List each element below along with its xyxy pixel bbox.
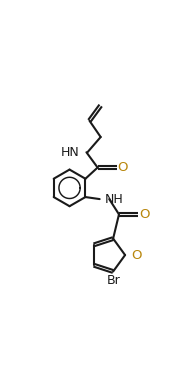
Text: Br: Br	[106, 274, 120, 287]
Text: O: O	[117, 161, 128, 174]
Text: HN: HN	[61, 146, 80, 159]
Text: NH: NH	[104, 192, 123, 206]
Text: O: O	[139, 208, 149, 221]
Text: O: O	[131, 249, 141, 262]
